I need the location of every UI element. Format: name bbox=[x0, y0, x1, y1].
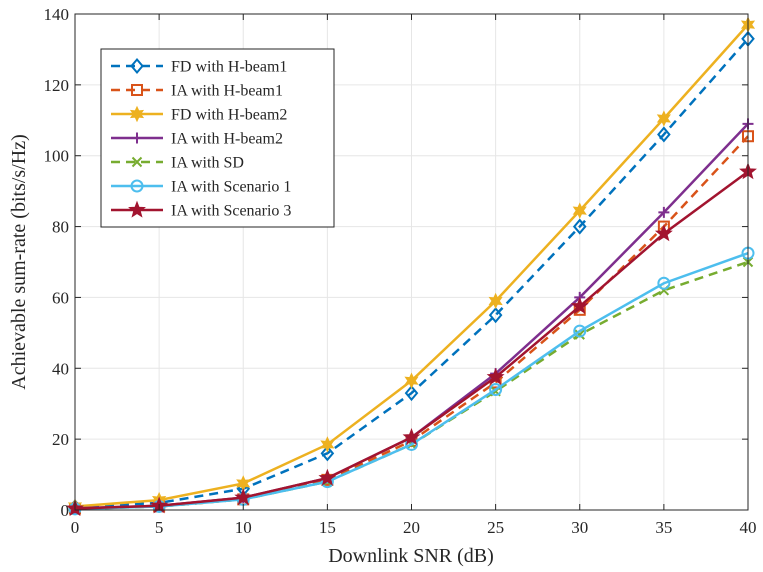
legend-entry: IA with H-beam2 bbox=[111, 131, 283, 148]
legend-label: IA with Scenario 3 bbox=[171, 203, 291, 220]
data-point bbox=[570, 296, 589, 314]
data-point bbox=[486, 367, 505, 385]
data-point bbox=[657, 276, 671, 290]
data-point bbox=[657, 126, 671, 143]
legend-entry: FD with H-beam2 bbox=[111, 105, 287, 124]
legend-marker bbox=[129, 105, 145, 123]
x-tick-label: 0 bbox=[71, 518, 80, 537]
data-point bbox=[572, 202, 587, 219]
data-point bbox=[572, 218, 587, 235]
x-tick-label: 10 bbox=[235, 518, 252, 537]
y-tick-label: 40 bbox=[52, 359, 69, 378]
data-point bbox=[234, 488, 253, 506]
legend-marker bbox=[130, 57, 144, 75]
x-tick-label: 30 bbox=[571, 518, 588, 537]
y-tick-label: 60 bbox=[52, 288, 69, 307]
data-point bbox=[320, 436, 335, 453]
data-point bbox=[404, 372, 419, 389]
x-tick-label: 20 bbox=[403, 518, 420, 537]
series-layer bbox=[66, 16, 757, 517]
data-point bbox=[574, 329, 585, 340]
legend-label: IA with Scenario 1 bbox=[171, 179, 291, 196]
y-tick-label: 0 bbox=[61, 501, 70, 520]
legend-label: IA with H-beam1 bbox=[171, 83, 283, 100]
legend-marker bbox=[131, 156, 143, 168]
data-point bbox=[488, 307, 503, 324]
data-point bbox=[402, 427, 421, 445]
y-tick-label: 100 bbox=[44, 147, 70, 166]
legend-label: IA with SD bbox=[171, 155, 244, 172]
legend-entry: IA with SD bbox=[111, 155, 244, 172]
legend-label: FD with H-beam2 bbox=[171, 107, 287, 124]
y-tick-label: 140 bbox=[44, 5, 70, 24]
y-tick-label: 80 bbox=[52, 218, 69, 237]
x-tick-label: 40 bbox=[740, 518, 757, 537]
legend-entry: FD with H-beam1 bbox=[111, 57, 287, 76]
data-point bbox=[658, 206, 670, 218]
x-tick-label: 15 bbox=[319, 518, 336, 537]
legend-marker bbox=[128, 200, 146, 218]
y-axis-label: Achievable sum-rate (bits/s/Hz) bbox=[8, 134, 30, 389]
data-point bbox=[488, 292, 503, 310]
data-point bbox=[489, 383, 503, 397]
legend: FD with H-beam1 IA with H-beam1 FD with H-… bbox=[100, 48, 335, 228]
y-tick-label: 20 bbox=[52, 430, 69, 449]
legend-marker bbox=[130, 179, 144, 193]
legend-marker bbox=[131, 84, 143, 96]
x-axis-label: Downlink SNR (dB) bbox=[328, 545, 494, 567]
legend-entry: IA with Scenario 3 bbox=[111, 200, 291, 220]
data-point bbox=[318, 468, 337, 486]
data-point bbox=[656, 110, 671, 127]
data-point bbox=[573, 324, 587, 338]
series-line bbox=[74, 37, 749, 509]
x-tick-label: 35 bbox=[655, 518, 672, 537]
legend-label: FD with H-beam1 bbox=[171, 59, 287, 76]
legend-entry: IA with H-beam1 bbox=[111, 83, 283, 100]
data-point bbox=[654, 224, 673, 242]
legend-marker bbox=[131, 132, 143, 144]
legend-entry: IA with Scenario 1 bbox=[111, 179, 291, 196]
axis-ticks: 0 5 10 15 20 25 30 35 40 0 20 40 60 80 100 120 140 bbox=[44, 5, 757, 537]
x-tick-label: 25 bbox=[487, 518, 504, 537]
data-point bbox=[404, 385, 419, 402]
data-point bbox=[320, 445, 335, 462]
x-tick-label: 5 bbox=[155, 518, 164, 537]
legend-label: IA with H-beam2 bbox=[171, 131, 283, 148]
y-tick-label: 120 bbox=[44, 76, 70, 95]
